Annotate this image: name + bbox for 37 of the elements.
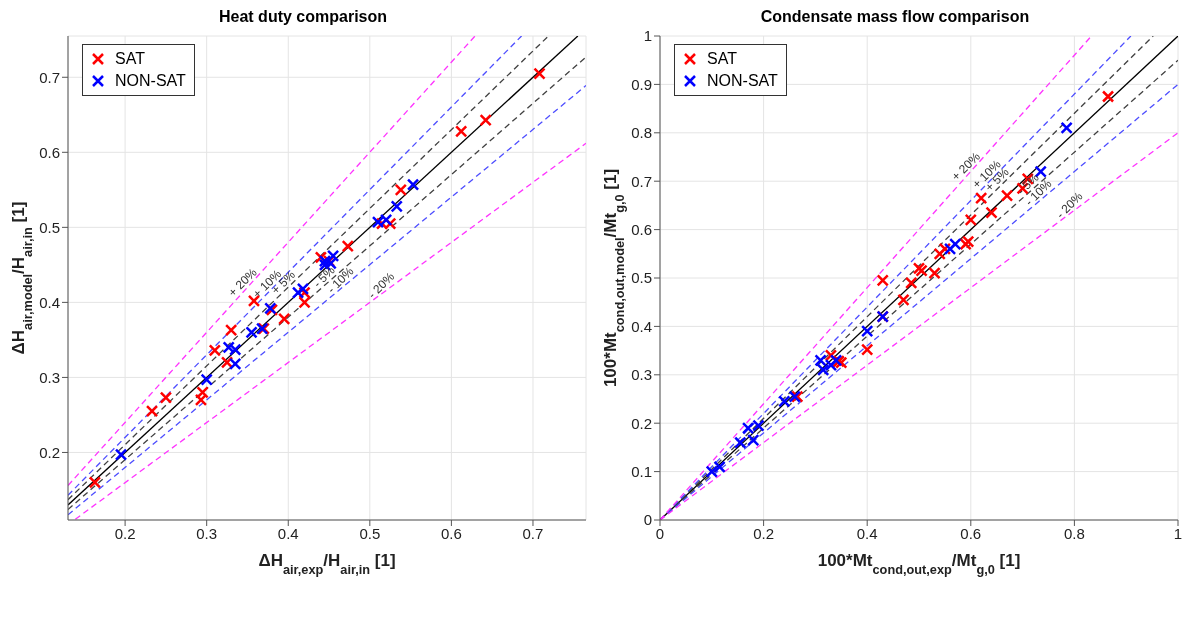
x-tick-label: 0.2 <box>114 524 136 542</box>
y-tick-label: 0.6 <box>39 143 60 161</box>
legend-label: NON-SAT <box>115 71 186 91</box>
y-tick-label: 0.1 <box>631 462 652 480</box>
y-tick-label: 0.9 <box>631 75 652 93</box>
y-tick-label: 0.7 <box>39 68 60 86</box>
x-tick-label: 0.8 <box>1063 524 1085 542</box>
x-tick-label: 0.5 <box>359 524 381 542</box>
x-tick-label: 0.6 <box>440 524 462 542</box>
y-tick-label: 0.2 <box>631 414 652 432</box>
x-tick-label: 0.2 <box>753 524 775 542</box>
y-tick-label: 0.6 <box>631 220 652 238</box>
legend-label: SAT <box>707 49 737 69</box>
legend-label: SAT <box>115 49 145 69</box>
y-tick-label: 0 <box>643 511 652 529</box>
chart-title: Condensate mass flow comparison <box>760 8 1030 25</box>
x-tick-label: 0.6 <box>960 524 982 542</box>
y-tick-label: 0.5 <box>631 269 652 287</box>
y-tick-label: 0.4 <box>39 293 60 311</box>
y-tick-label: 0.8 <box>631 124 652 142</box>
x-axis-title: 100*Mt$_{cond,out,exp}$/Mt$_{g,0}$ [1] <box>817 551 1021 577</box>
x-tick-label: 0 <box>655 524 665 542</box>
x-tick-label: 0.3 <box>196 524 218 542</box>
legend-label: NON-SAT <box>707 71 778 91</box>
y-tick-label: 0.3 <box>39 368 60 386</box>
x-tick-label: 0.4 <box>277 524 299 542</box>
x-tick-label: 0.7 <box>522 524 544 542</box>
y-tick-label: 0.7 <box>631 172 652 190</box>
y-tick-label: 1 <box>643 27 652 45</box>
x-tick-label: 1 <box>1173 524 1183 542</box>
chart-title: Heat duty comparison <box>218 8 388 27</box>
y-tick-label: 0.4 <box>631 317 652 335</box>
y-tick-label: 0.3 <box>631 366 652 384</box>
x-tick-label: 0.4 <box>856 524 878 542</box>
y-tick-label: 0.2 <box>39 443 60 461</box>
x-axis-title: ΔH$_{air,exp}$/H$_{air,in}$ [1] <box>258 551 396 577</box>
y-tick-label: 0.5 <box>39 218 60 236</box>
